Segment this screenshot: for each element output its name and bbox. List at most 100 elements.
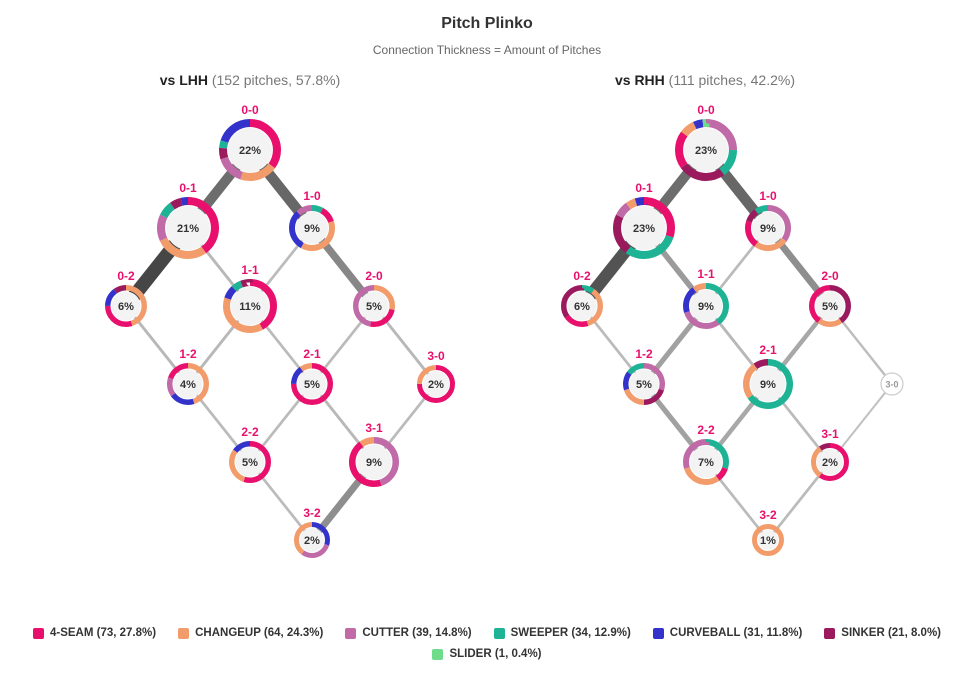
node-center xyxy=(750,366,786,402)
connection-link xyxy=(124,305,190,385)
pct-label: 6% xyxy=(574,301,590,313)
count-label: 2-0 xyxy=(821,269,839,283)
node-center xyxy=(567,291,597,321)
ring-segment-curveball xyxy=(623,363,666,406)
count-node-2-1[interactable]: 9% 2-1 xyxy=(743,343,793,409)
ring-segment-4-seam xyxy=(561,285,604,328)
count-node-1-2[interactable]: 4% 1-2 xyxy=(167,347,210,406)
count-node-0-0[interactable]: 23% 0-0 xyxy=(674,103,737,181)
ring-segment-curveball xyxy=(218,119,281,182)
ring-segment-sinker xyxy=(674,118,737,181)
count-node-1-2[interactable]: 5% 1-2 xyxy=(623,347,666,406)
count-node-2-2[interactable]: 5% 2-2 xyxy=(229,425,272,484)
ring-segment-slider xyxy=(674,118,737,181)
ring-segment-curveball xyxy=(682,283,729,330)
count-label: 3-2 xyxy=(759,508,777,522)
legend-item-changeup[interactable]: CHANGEUP (64, 24.3%) xyxy=(178,627,323,639)
legend-item-curveball[interactable]: CURVEBALL (31, 11.8%) xyxy=(652,627,803,639)
node-center xyxy=(622,206,666,250)
pct-label: 21% xyxy=(177,223,199,235)
ring-segment-cutter xyxy=(167,363,210,406)
node-center xyxy=(111,291,141,321)
count-node-3-0[interactable]: 3-0 xyxy=(880,372,904,396)
pct-label: 5% xyxy=(242,457,258,469)
count-label: 1-2 xyxy=(635,347,653,361)
node-center xyxy=(758,530,778,550)
count-label: 1-2 xyxy=(179,347,197,361)
count-node-3-0[interactable]: 2% 3-0 xyxy=(417,349,455,403)
count-node-3-1[interactable]: 2% 3-1 xyxy=(811,427,849,481)
ring-segment-changeup xyxy=(682,439,729,486)
legend-item-sinker[interactable]: SINKER (21, 8.0%) xyxy=(824,627,941,639)
ring-segment-sinker xyxy=(218,119,281,182)
count-node-1-1[interactable]: 9% 1-1 xyxy=(682,267,729,330)
ring-segment-changeup xyxy=(417,365,455,403)
node-center xyxy=(751,211,785,245)
ring-segment-sinker xyxy=(223,279,278,334)
legend-label: CURVEBALL (31, 11.8%) xyxy=(669,627,803,639)
count-node-1-0[interactable]: 9% 1-0 xyxy=(745,189,792,252)
pct-label: 23% xyxy=(695,145,717,157)
chart-title: Pitch Plinko xyxy=(441,15,533,32)
empty-node-ring xyxy=(880,372,904,396)
node-center xyxy=(359,291,389,321)
ring-segment-sweeper xyxy=(612,196,675,259)
pct-label: 23% xyxy=(633,223,655,235)
count-node-2-2[interactable]: 7% 2-2 xyxy=(682,423,729,486)
node-center xyxy=(295,211,329,245)
count-label: 2-1 xyxy=(303,347,321,361)
ring-segment-changeup xyxy=(349,437,399,487)
node-center xyxy=(689,445,723,479)
count-node-2-0[interactable]: 5% 2-0 xyxy=(353,269,396,327)
legend-swatch xyxy=(178,627,190,639)
ring-segment-changeup xyxy=(218,119,281,182)
ring-segment-curveball xyxy=(289,205,336,252)
legend-item-cutter[interactable]: CUTTER (39, 14.8%) xyxy=(345,627,472,639)
legend-label: CUTTER (39, 14.8%) xyxy=(362,627,472,639)
chart-subtitle: Connection Thickness = Amount of Pitches xyxy=(372,43,602,57)
connection-link xyxy=(829,305,893,385)
legend-swatch xyxy=(493,627,505,639)
count-label: 3-1 xyxy=(821,427,839,441)
pct-label: 5% xyxy=(636,379,652,391)
ring-segment-sinker xyxy=(561,285,604,328)
count-node-0-1[interactable]: 21% 0-1 xyxy=(156,181,219,260)
legend-label: SLIDER (1, 0.4%) xyxy=(449,648,542,660)
ring-segment-cutter xyxy=(682,439,729,486)
count-node-3-2[interactable]: 1% 3-2 xyxy=(752,508,784,556)
count-label: 1-0 xyxy=(303,189,321,203)
panel-header-lhh: vs LHH (152 pitches, 57.8%) xyxy=(100,72,400,88)
node-center xyxy=(228,128,272,172)
count-node-0-2[interactable]: 6% 0-2 xyxy=(561,269,604,328)
ring-segment-curveball xyxy=(167,363,210,406)
count-node-0-1[interactable]: 23% 0-1 xyxy=(612,181,675,259)
legend-label: SINKER (21, 8.0%) xyxy=(841,627,941,639)
legend-item-slider[interactable]: SLIDER (1, 0.4%) xyxy=(432,648,542,660)
count-node-1-0[interactable]: 9% 1-0 xyxy=(289,189,336,252)
legend: 4-SEAM (73, 27.8%) CHANGEUP (64, 24.3%) CU… xyxy=(0,627,974,660)
legend-item-sweeper[interactable]: SWEEPER (34, 12.9%) xyxy=(493,627,631,639)
count-label: 2-0 xyxy=(365,269,383,283)
connection-link xyxy=(186,383,252,463)
count-node-1-1[interactable]: 11% 1-1 xyxy=(223,263,278,334)
count-node-0-0[interactable]: 22% 0-0 xyxy=(218,103,281,182)
legend-item-4-seam[interactable]: 4-SEAM (73, 27.8%) xyxy=(32,627,156,639)
count-label: 0-2 xyxy=(117,269,135,283)
count-node-3-1[interactable]: 9% 3-1 xyxy=(349,421,399,487)
ring-segment-changeup xyxy=(561,285,604,328)
node-center xyxy=(423,371,449,397)
count-label: 0-1 xyxy=(179,181,197,195)
count-label: 3-1 xyxy=(365,421,383,435)
panel-header-rhh: vs RHH (111 pitches, 42.2%) xyxy=(555,72,855,88)
count-label: 1-0 xyxy=(759,189,777,203)
pct-label: 2% xyxy=(822,457,838,469)
count-node-2-0[interactable]: 5% 2-0 xyxy=(809,269,852,328)
count-node-3-2[interactable]: 2% 3-2 xyxy=(294,506,330,558)
pct-label: 7% xyxy=(698,457,714,469)
pct-label: 2% xyxy=(428,379,444,391)
count-node-0-2[interactable]: 6% 0-2 xyxy=(105,269,148,328)
count-label: 2-2 xyxy=(697,423,715,437)
legend-swatch xyxy=(32,627,44,639)
legend-swatch xyxy=(652,627,664,639)
count-node-2-1[interactable]: 5% 2-1 xyxy=(291,347,334,405)
